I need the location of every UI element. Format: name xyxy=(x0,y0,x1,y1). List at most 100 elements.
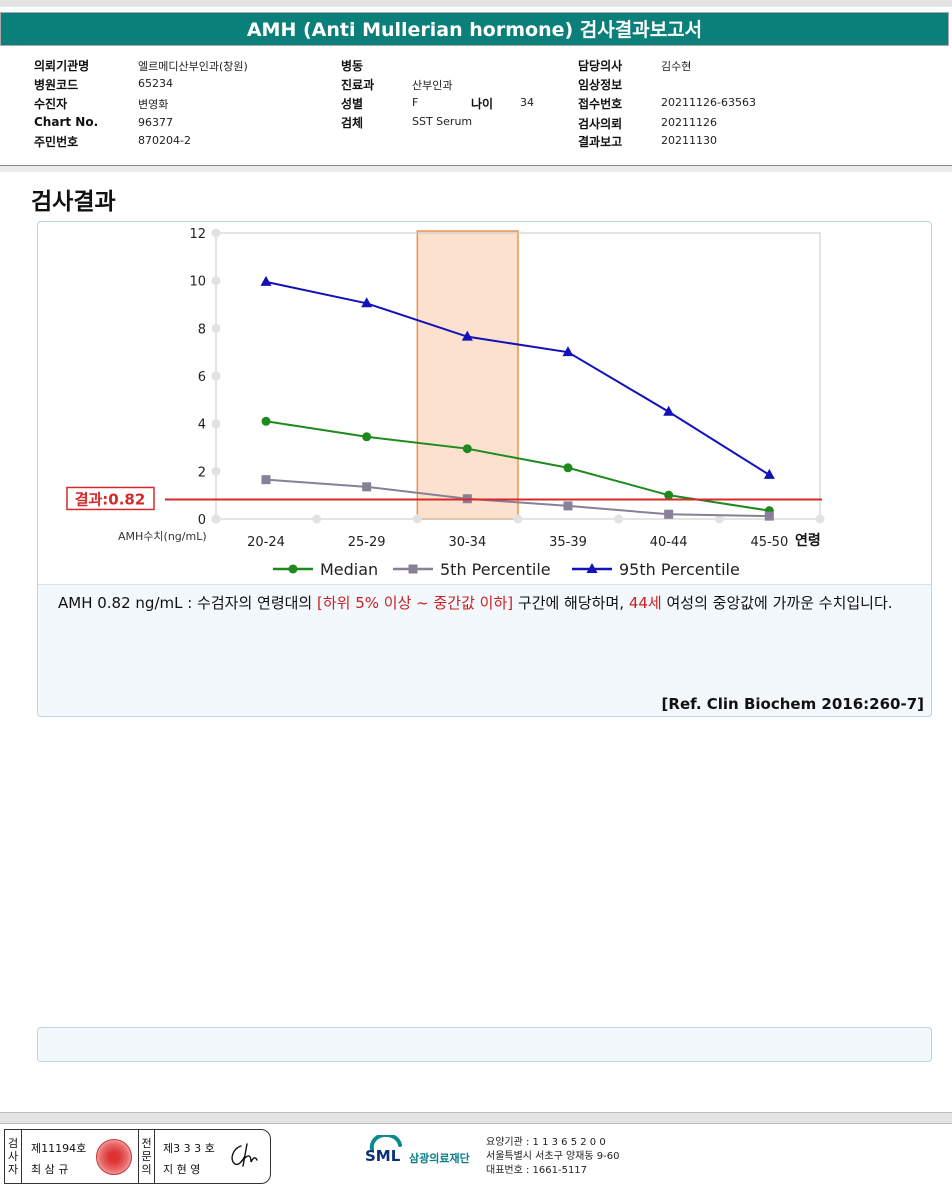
patient-label: 수진자 xyxy=(34,97,68,111)
data-point xyxy=(663,405,675,416)
y-grid-dot xyxy=(211,466,221,476)
result-description: AMH 0.82 ng/mL : 수검자의 연령대의 [하위 5% 이상 ~ 중… xyxy=(58,591,924,615)
age-group-highlight xyxy=(416,230,519,520)
x-tick-label: 25-29 xyxy=(348,535,386,550)
legend-item: 5th Percentile xyxy=(393,560,551,579)
x-grid-dot xyxy=(312,514,322,524)
chart-area: 0 2 4 6 8 10 12 20-24 25-29 30-34 35-39 40-44 45-50… xyxy=(38,222,931,584)
seal-stamp xyxy=(96,1139,132,1175)
dept-label: 진료과 xyxy=(341,78,375,92)
data-point xyxy=(763,468,775,479)
data-point xyxy=(562,346,574,357)
section-title: 검사결과 xyxy=(31,189,116,215)
hospital-code-value: 65234 xyxy=(138,77,173,90)
data-point xyxy=(563,463,573,473)
series-line xyxy=(265,280,770,476)
patient-value: 변영화 xyxy=(138,98,169,111)
specialist-no: 제3 3 3 호 xyxy=(163,1142,215,1155)
specialist-name: 지 현 영 xyxy=(163,1163,201,1176)
x-grid-dot xyxy=(714,514,724,524)
panel-separator xyxy=(38,584,931,585)
request-label: 검사의뢰 xyxy=(578,117,623,131)
x-tick-label: 20-24 xyxy=(247,535,285,550)
x-tick-label: 30-34 xyxy=(448,535,486,550)
y-grid-dot xyxy=(211,228,221,238)
desc-part2: 구간에 해당하며, xyxy=(513,594,629,612)
address: 서울특별시 서초구 양재동 9-60 xyxy=(486,1151,620,1162)
y-tick-label: 4 xyxy=(198,418,206,433)
desc-range: [하위 5% 이상 ~ 중간값 이하] xyxy=(317,594,514,612)
data-point xyxy=(461,330,473,341)
data-point xyxy=(462,444,472,454)
result-label-box xyxy=(66,486,155,511)
org-name: 삼광의료재단 xyxy=(409,1152,470,1165)
y-tick-label: 0 xyxy=(198,513,206,528)
y-tick-label: 12 xyxy=(189,227,206,242)
empty-panel xyxy=(37,1027,932,1062)
logo-text: SML xyxy=(365,1147,401,1165)
data-point xyxy=(261,475,271,485)
divider xyxy=(0,165,952,166)
license-no: 요양기관 : 1 1 3 6 5 2 0 0 xyxy=(486,1137,606,1148)
sex-label: 성별 xyxy=(341,97,364,111)
series-line xyxy=(265,420,770,512)
data-point xyxy=(563,501,573,511)
resident-no-value: 870204-2 xyxy=(138,134,191,147)
data-point xyxy=(664,509,674,519)
y-grid-dot xyxy=(211,419,221,429)
x-tick-label: 45-50 xyxy=(750,535,788,550)
org-contact: 요양기관 : 1 1 3 6 5 2 0 0 서울특별시 서초구 양재동 9-6… xyxy=(486,1136,619,1178)
patient-info: 의뢰기관명 엘르메디산부인과(창원) 병원코드 65234 수진자 변영화 Ch… xyxy=(0,46,952,166)
desc-part3: 여성의 중앙값에 가까운 수치입니다. xyxy=(661,594,893,612)
data-point xyxy=(261,416,271,426)
legend-label: 5th Percentile xyxy=(440,560,551,579)
desc-part1: AMH 0.82 ng/mL : 수검자의 연령대의 xyxy=(58,594,317,612)
phone: 대표번호 : 1661-5117 xyxy=(486,1165,588,1176)
x-axis-unit-label: 연령 xyxy=(795,533,821,549)
data-point xyxy=(260,275,272,286)
series-median xyxy=(261,416,774,516)
age-label: 나이 xyxy=(471,97,494,111)
data-point xyxy=(764,511,774,521)
doctor-label: 담당의사 xyxy=(578,59,623,73)
x-grid-dot xyxy=(614,514,624,524)
amh-chart: 0 2 4 6 8 10 12 20-24 25-29 30-34 35-39 40-44 45-50… xyxy=(66,227,825,579)
report-value: 20211130 xyxy=(661,134,717,147)
clinical-label: 임상정보 xyxy=(578,78,623,92)
y-grid-dot xyxy=(211,276,221,286)
x-grid-dot xyxy=(513,514,523,524)
top-strip xyxy=(0,0,952,7)
legend-item: 95th Percentile xyxy=(572,560,740,579)
desc-age-match: 44세 xyxy=(628,594,662,612)
request-value: 20211126 xyxy=(661,116,717,129)
y-grid-dot xyxy=(211,371,221,381)
receipt-value: 20211126-63563 xyxy=(661,96,756,109)
age-value: 34 xyxy=(520,96,534,109)
legend-swatch-marker xyxy=(408,564,418,574)
data-point xyxy=(361,297,373,308)
institution-label: 의뢰기관명 xyxy=(34,59,90,73)
y-tick-label: 8 xyxy=(198,322,206,337)
legend-swatch-marker xyxy=(288,564,298,574)
resident-no-label: 주민번호 xyxy=(34,135,79,149)
y-tick-label: 2 xyxy=(198,465,206,480)
divider-band xyxy=(0,166,952,172)
legend-label: Median xyxy=(320,560,378,579)
dept-value: 산부인과 xyxy=(412,79,453,92)
result-panel: 0 2 4 6 8 10 12 20-24 25-29 30-34 35-39 40-44 45-50… xyxy=(37,221,932,717)
chart-no-label: Chart No. xyxy=(34,115,99,129)
hospital-code-label: 병원코드 xyxy=(34,78,79,92)
y-tick-label: 6 xyxy=(198,370,206,385)
series-95th-percentile xyxy=(260,275,775,479)
series-line xyxy=(265,478,770,518)
chart-no-value: 96377 xyxy=(138,116,173,129)
y-axis-label: AMH수치(ng/mL) xyxy=(118,530,207,543)
report-title: AMH (Anti Mullerian hormone) 검사결과보고서 xyxy=(0,12,949,46)
legend-label: 95th Percentile xyxy=(619,560,740,579)
data-point xyxy=(362,482,372,492)
legend-swatch-marker xyxy=(586,563,598,573)
y-tick-label: 10 xyxy=(189,275,206,290)
